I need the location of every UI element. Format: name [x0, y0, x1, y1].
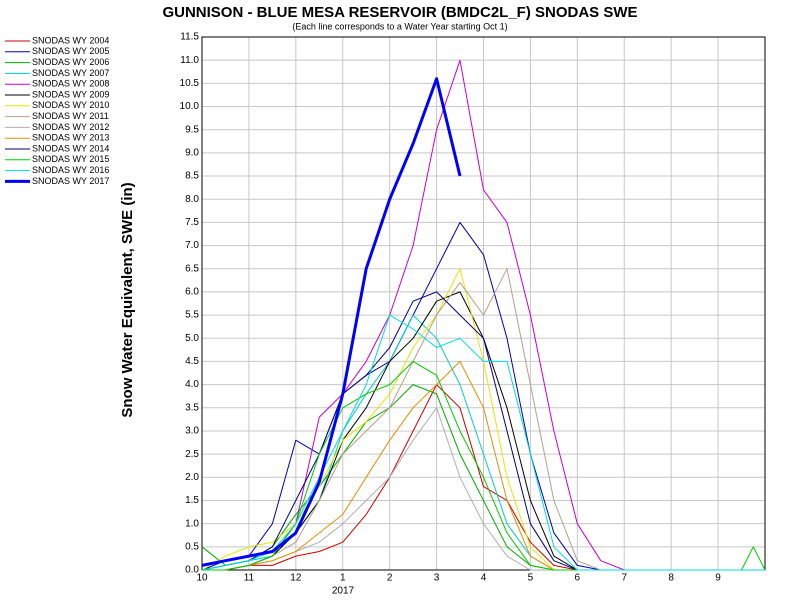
- legend-label: SNODAS WY 2016: [32, 165, 109, 175]
- y-tick-label: 3.0: [185, 426, 199, 437]
- y-tick-label: 5.0: [185, 333, 199, 344]
- legend-label: SNODAS WY 2009: [32, 89, 109, 99]
- x-tick-label: 3: [434, 573, 440, 584]
- x-tick-label: 9: [715, 573, 721, 584]
- year-annotation: 2017: [332, 586, 355, 597]
- y-tick-label: 6.0: [185, 287, 199, 298]
- y-tick-label: 1.0: [185, 518, 199, 529]
- chart-subtitle: (Each line corresponds to a Water Year s…: [292, 21, 507, 31]
- y-tick-label: 9.5: [185, 124, 199, 135]
- x-tick-label: 12: [290, 573, 302, 584]
- y-tick-label: 9.0: [185, 148, 199, 159]
- y-tick-label: 8.0: [185, 194, 199, 205]
- series-line: [201, 314, 765, 571]
- y-tick-label: 1.5: [185, 495, 199, 506]
- legend-label: SNODAS WY 2012: [32, 122, 109, 132]
- legend-label: SNODAS WY 2017: [32, 176, 109, 186]
- y-tick-label: 6.5: [185, 263, 199, 274]
- y-tick-label: 8.5: [185, 171, 199, 182]
- x-tick-label: 1: [340, 573, 346, 584]
- legend-label: SNODAS WY 2007: [32, 68, 109, 78]
- y-tick-label: 4.0: [185, 379, 199, 390]
- y-tick-label: 7.0: [185, 240, 199, 251]
- y-tick-label: 7.5: [185, 217, 199, 228]
- legend-label: SNODAS WY 2006: [32, 57, 109, 67]
- x-tick-label: 6: [575, 573, 581, 584]
- y-tick-label: 2.0: [185, 472, 199, 483]
- legend-label: SNODAS WY 2011: [32, 111, 109, 121]
- y-tick-label: 5.5: [185, 310, 199, 321]
- legend-label: SNODAS WY 2013: [32, 133, 109, 143]
- y-tick-label: 3.5: [185, 402, 199, 413]
- y-tick-label: 4.5: [185, 356, 199, 367]
- legend-label: SNODAS WY 2004: [32, 35, 109, 45]
- x-tick-label: 11: [244, 573, 255, 584]
- x-tick-label: 4: [481, 573, 487, 584]
- legend-label: SNODAS WY 2005: [32, 46, 109, 56]
- legend-label: SNODAS WY 2010: [32, 100, 109, 110]
- x-tick-label: 10: [196, 573, 208, 584]
- x-tick-label: 8: [668, 573, 674, 584]
- x-tick-label: 7: [621, 573, 627, 584]
- y-tick-label: 10.5: [180, 78, 200, 89]
- series-line: [201, 77, 462, 567]
- y-tick-label: 0.5: [185, 541, 199, 552]
- plot-frame: [201, 36, 766, 571]
- x-tick-label: 2: [387, 573, 393, 584]
- x-tick-label: 5: [528, 573, 534, 584]
- legend-label: SNODAS WY 2008: [32, 79, 109, 89]
- y-axis-label: Snow Water Equivalent, SWE (in): [119, 182, 136, 417]
- chart-title: GUNNISON - BLUE MESA RESERVOIR (BMDC2L_F…: [162, 4, 637, 21]
- y-tick-label: 2.5: [185, 449, 199, 460]
- y-tick-label: 11.0: [180, 55, 199, 66]
- legend-label: SNODAS WY 2014: [32, 143, 109, 153]
- y-tick-label: 10.0: [180, 101, 200, 112]
- legend-label: SNODAS WY 2015: [32, 154, 109, 164]
- y-tick-label: 11.5: [180, 32, 199, 43]
- y-tick-label: 0.0: [185, 565, 199, 576]
